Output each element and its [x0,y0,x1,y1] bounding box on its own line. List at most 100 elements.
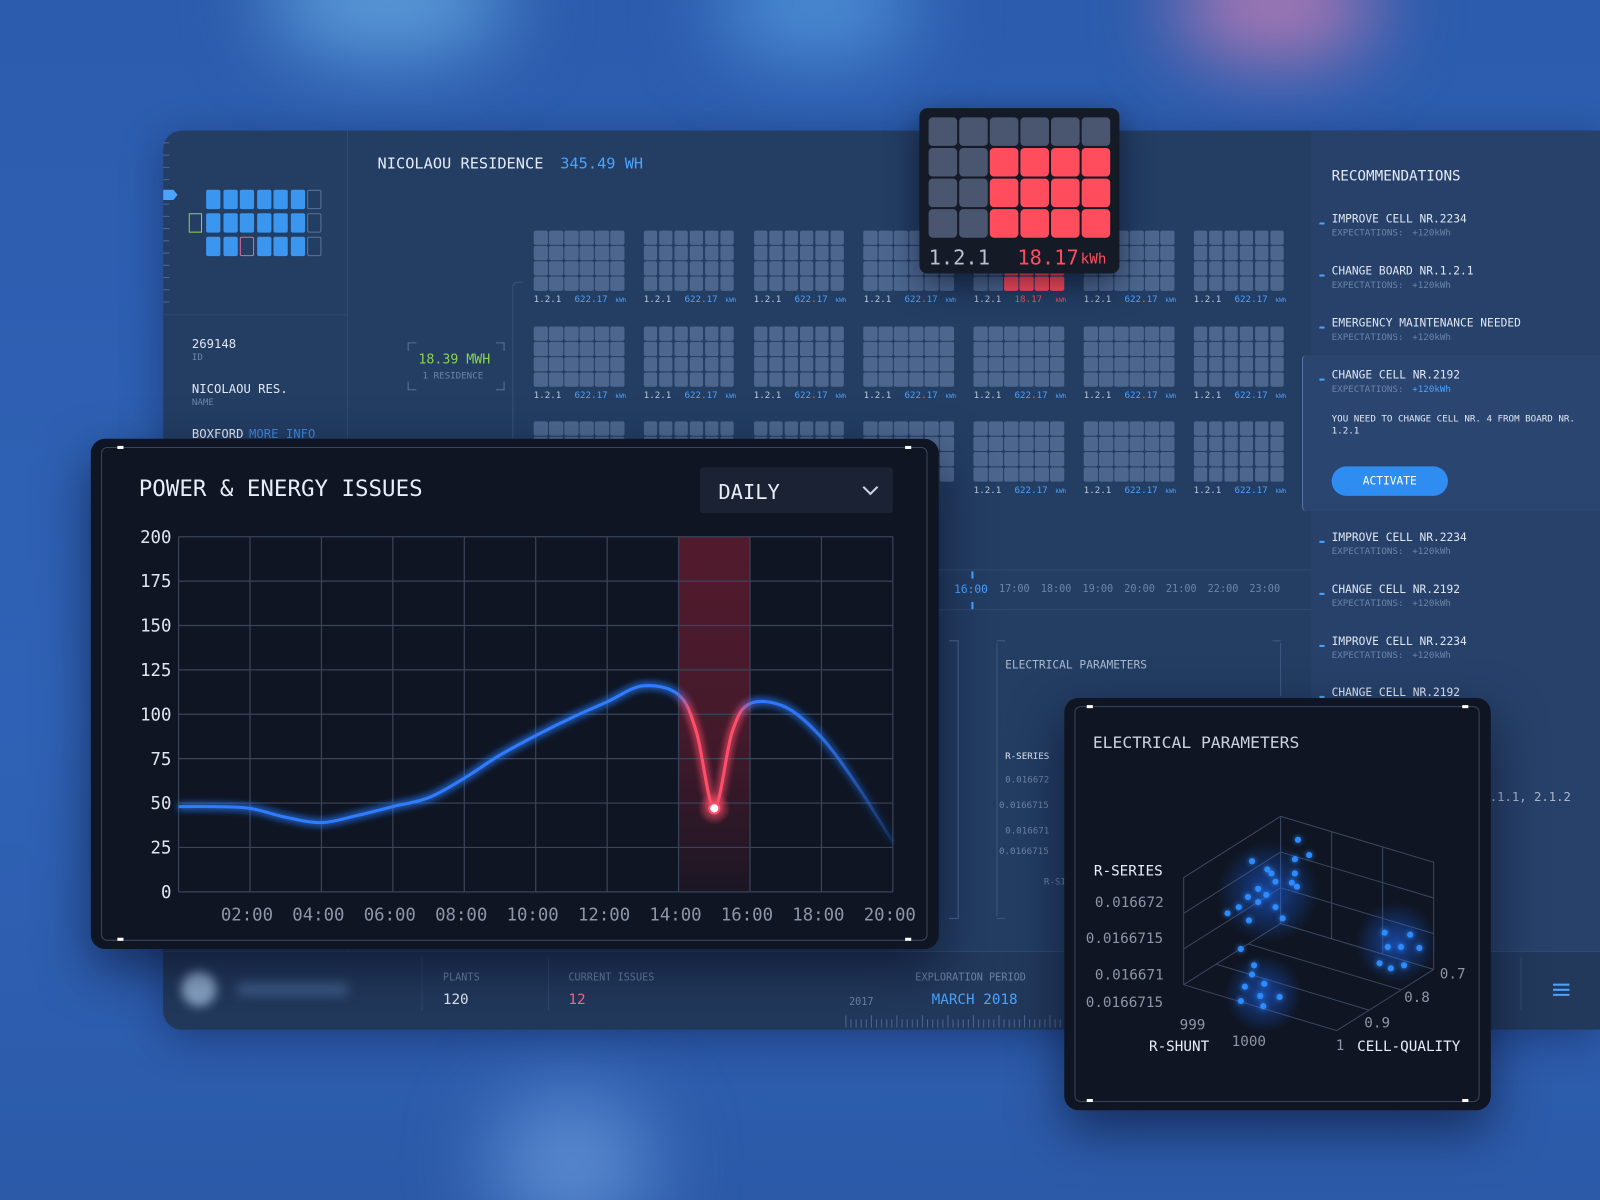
board-cell [768,261,783,275]
board-cell [1160,276,1174,291]
popup-unit: kWh [1080,251,1107,268]
corner-tick [117,937,124,941]
scatter-dot [1241,983,1248,990]
mini-cell [273,213,288,233]
board-id: 1.2.1 [1193,485,1222,496]
board-value: 622.17 [1014,390,1048,402]
board-cell [720,276,734,291]
scatter-dot [1306,852,1313,859]
board-cell [1050,372,1064,387]
board-cell [784,341,799,356]
board-cell [610,357,624,371]
board-cell [1034,421,1049,436]
board-cell [548,261,563,275]
board-cell [878,357,893,371]
board-cell [814,230,829,245]
cluster-glow [1224,955,1303,1033]
board-cell [1160,421,1174,436]
scatter-3d [1183,815,1437,1033]
cell [1081,178,1111,208]
board-id: 1.2.1 [973,390,1002,402]
board-cell [894,245,909,260]
residence-title: NICOLAOU RESIDENCE [377,154,544,173]
timeline-hour: 23:00 [1249,583,1281,595]
avatar [181,971,217,1007]
board-cell [1239,372,1254,387]
mini-cell [206,189,221,210]
board-cell [533,245,548,260]
board-value: 622.17 [794,294,828,306]
cell [1081,147,1111,177]
board-cell [1050,326,1064,341]
board-cell [1254,326,1269,341]
board-cell [909,276,924,291]
board-cell [909,357,924,371]
board-cell [894,261,909,275]
scatter-dot [1279,915,1286,922]
board-cell [564,245,579,260]
board-cell [784,276,799,291]
board-cell [1224,341,1239,356]
board-cell [1144,341,1159,356]
cell [1081,117,1111,146]
board-cell [1098,276,1113,291]
board-cell [1034,452,1049,466]
board-cell [1144,421,1159,436]
menu-button[interactable] [1551,982,1571,998]
board-cell [564,341,579,356]
y-tick-label: 75 [151,750,172,770]
cell [959,147,988,177]
board-cell [799,421,814,436]
mini-cell [307,213,322,233]
panel-frame [101,446,928,941]
board-cell [1193,372,1208,387]
board-cell [704,372,719,387]
board-cell [1160,341,1174,356]
board-cell [1270,467,1284,482]
board-cell [1224,467,1239,482]
mini-cell [273,189,288,210]
timeline-cursor [971,571,974,579]
expectation-label: EXPECTATIONS: [1331,228,1404,239]
board-cell [799,261,814,275]
board-cell [1144,372,1159,387]
mini-cell [222,213,238,233]
board-unit: kWh [945,296,957,305]
y-tick-label: 175 [140,572,171,592]
recommendation-title: CHANGE CELL NR.2192 [1331,582,1461,596]
period-dropdown[interactable]: DAILY [699,467,893,514]
x-tick-label: 06:00 [364,905,416,925]
board-cell [878,245,893,260]
more-info-link[interactable]: MORE INFO [248,426,316,441]
board-cell [594,230,609,245]
board-popup: 1.2.1 18.17 kWh [919,108,1120,274]
board-cell [894,372,909,387]
board-cell [1083,467,1098,482]
board-unit: kWh [835,392,847,400]
z-axis-title: CELL-QUALITY [1357,1038,1461,1056]
board-cell [830,245,844,260]
board-cell [1208,421,1223,436]
scatter-dot [1407,931,1414,938]
board-cell [1270,326,1284,341]
board-cell [594,245,609,260]
recommendation-title: CHANGE CELL NR.2192 [1331,685,1461,699]
board-cell [924,326,939,341]
board-cell [753,341,768,356]
board-cell [1208,357,1223,371]
electrical-parameters-panel: ELECTRICAL PARAMETERS R-SERIES 0.016672 … [1064,697,1491,1111]
board-cell [658,372,673,387]
board-cell [610,230,624,245]
board-cell [1019,276,1034,291]
board-cell [643,357,658,371]
board-value: 622.17 [574,390,608,402]
board-cell [1050,421,1064,436]
board-cell [988,357,1003,371]
board-cell [610,421,624,436]
action-button[interactable]: ACTIVATE [1331,466,1448,496]
board-cell [973,326,988,341]
board-cell [1224,245,1239,260]
board-cell [564,276,579,291]
board-cell [689,421,704,436]
board-cell [1019,467,1034,482]
